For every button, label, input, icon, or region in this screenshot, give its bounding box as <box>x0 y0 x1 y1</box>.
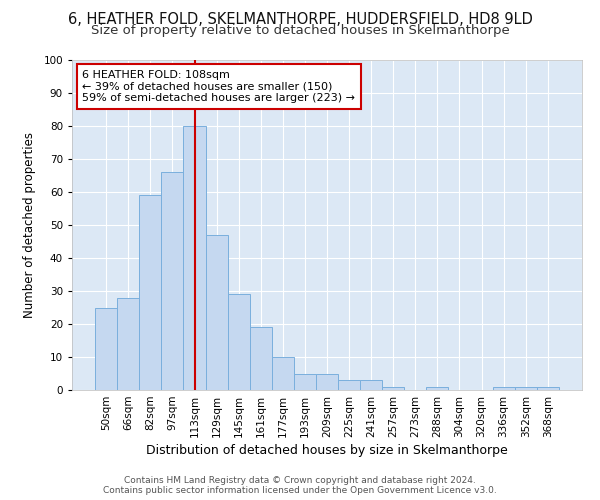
Bar <box>139 196 161 390</box>
Bar <box>117 298 139 390</box>
Bar <box>382 386 404 390</box>
Bar <box>493 386 515 390</box>
Bar <box>161 172 184 390</box>
Bar <box>227 294 250 390</box>
Bar <box>338 380 360 390</box>
Bar <box>206 235 227 390</box>
Bar <box>184 126 206 390</box>
Bar <box>250 328 272 390</box>
Text: 6, HEATHER FOLD, SKELMANTHORPE, HUDDERSFIELD, HD8 9LD: 6, HEATHER FOLD, SKELMANTHORPE, HUDDERSF… <box>68 12 532 28</box>
Bar <box>95 308 117 390</box>
Text: Size of property relative to detached houses in Skelmanthorpe: Size of property relative to detached ho… <box>91 24 509 37</box>
Bar <box>515 386 537 390</box>
Bar <box>360 380 382 390</box>
Y-axis label: Number of detached properties: Number of detached properties <box>23 132 37 318</box>
Bar <box>272 357 294 390</box>
Text: Contains HM Land Registry data © Crown copyright and database right 2024.
Contai: Contains HM Land Registry data © Crown c… <box>103 476 497 495</box>
Bar <box>294 374 316 390</box>
Text: 6 HEATHER FOLD: 108sqm
← 39% of detached houses are smaller (150)
59% of semi-de: 6 HEATHER FOLD: 108sqm ← 39% of detached… <box>82 70 355 103</box>
Bar <box>537 386 559 390</box>
Bar <box>316 374 338 390</box>
Bar <box>427 386 448 390</box>
X-axis label: Distribution of detached houses by size in Skelmanthorpe: Distribution of detached houses by size … <box>146 444 508 457</box>
